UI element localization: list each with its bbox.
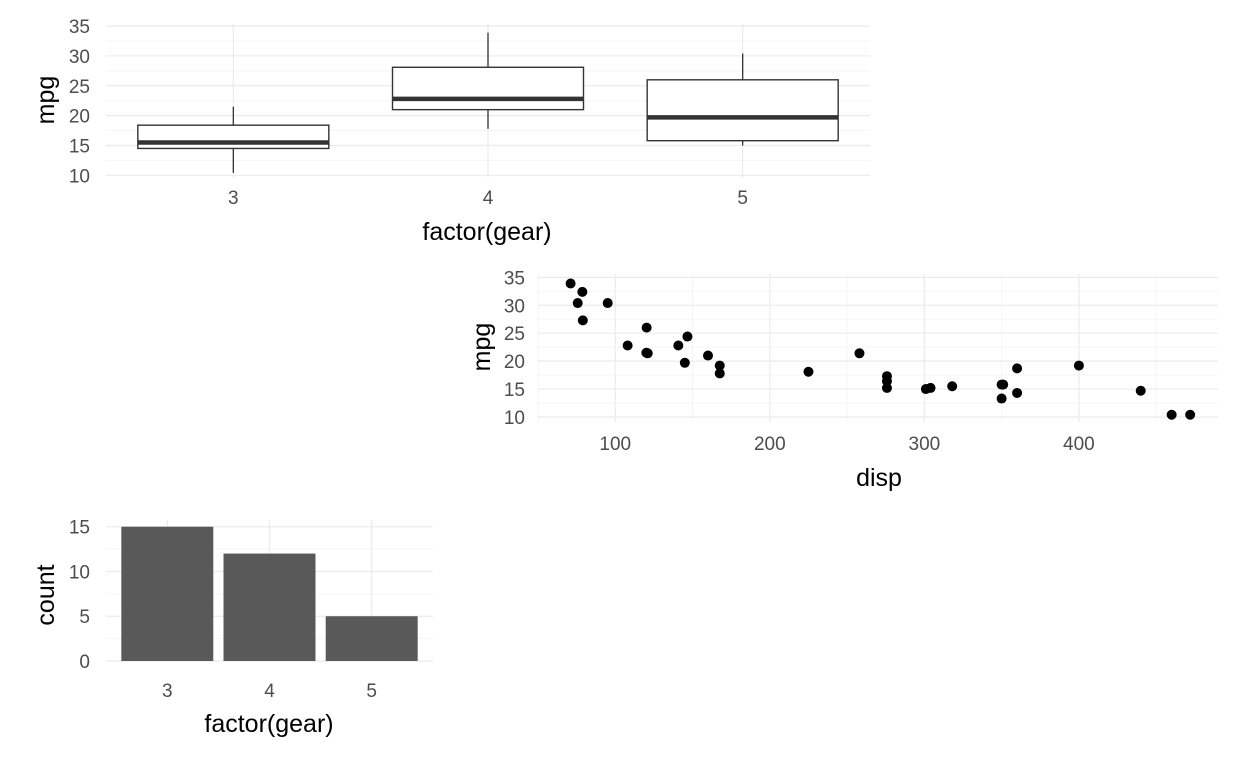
scatter-y-tick-label: 30 xyxy=(504,296,525,317)
scatter-point xyxy=(642,348,653,359)
scatter-point xyxy=(996,393,1007,404)
scatter-point xyxy=(1185,409,1196,420)
boxplot-x-axis-title: factor(gear) xyxy=(422,218,551,246)
boxplot-box xyxy=(646,79,839,142)
boxplot-y-axis-title: mpg xyxy=(32,76,60,125)
boxplot-x-tick-label: 5 xyxy=(737,188,748,209)
scatter-y-axis-title: mpg xyxy=(468,323,496,372)
scatter-point xyxy=(714,368,725,379)
boxplot-y-tick-label: 15 xyxy=(69,136,90,157)
boxplot-panel: 10 15 20 25 30 35 3 4 5 factor(gear) mpg xyxy=(32,17,870,246)
bar xyxy=(121,526,214,661)
scatter-y-tick-label: 20 xyxy=(504,352,525,373)
boxplot-x-tick-label: 4 xyxy=(483,188,494,209)
scatter-panel: 10 15 20 25 30 35 100 200 300 400 disp mpg xyxy=(468,268,1218,492)
bar-y-axis-title: count xyxy=(32,564,60,625)
scatter-point xyxy=(577,286,588,297)
bar-x-tick-label: 5 xyxy=(366,681,377,702)
scatter-x-tick-label: 100 xyxy=(599,434,631,455)
scatter-point xyxy=(602,298,613,309)
scatter-point xyxy=(577,315,588,326)
bar-x-tick-label: 4 xyxy=(264,681,275,702)
scatter-point xyxy=(1166,409,1177,420)
scatter-point xyxy=(703,350,713,361)
scatter-y-tick-label: 35 xyxy=(504,268,525,289)
boxplot-y-tick-label: 35 xyxy=(69,17,90,38)
scatter-x-tick-label: 200 xyxy=(754,434,786,455)
scatter-y-tick-label: 25 xyxy=(504,324,525,345)
boxplot-tick-labels: 10 15 20 25 30 35 3 4 5 xyxy=(69,17,748,209)
scatter-x-axis-title: disp xyxy=(856,464,902,492)
scatter-point xyxy=(1073,360,1084,371)
bar-y-tick-label: 10 xyxy=(69,562,90,583)
boxplot-box xyxy=(391,66,585,111)
boxplot-y-tick-label: 20 xyxy=(69,107,90,128)
bar xyxy=(325,616,418,661)
scatter-point xyxy=(641,322,652,333)
scatter-point xyxy=(673,340,684,351)
scatter-point xyxy=(1135,385,1146,396)
scatter-tick-labels: 10 15 20 25 30 35 100 200 300 400 xyxy=(504,268,1095,455)
scatter-marks xyxy=(565,278,1196,420)
scatter-point xyxy=(565,278,576,289)
scatter-point xyxy=(947,381,958,392)
boxplot-x-tick-label: 3 xyxy=(228,188,239,209)
scatter-point xyxy=(998,379,1009,390)
boxplot-y-tick-label: 30 xyxy=(69,47,90,68)
boxplot-box xyxy=(137,124,330,150)
scatter-point xyxy=(854,348,865,359)
bar-tick-labels: 0 5 10 15 3 4 5 xyxy=(69,518,377,702)
scatter-y-tick-label: 10 xyxy=(504,408,525,429)
bar-y-tick-label: 15 xyxy=(69,518,90,539)
scatter-point xyxy=(881,382,892,393)
boxplot-marks xyxy=(137,32,839,173)
scatter-point xyxy=(925,382,936,393)
scatter-point xyxy=(682,331,693,342)
scatter-point xyxy=(1012,363,1023,374)
boxplot-y-tick-label: 25 xyxy=(69,77,90,98)
scatter-point xyxy=(622,340,633,351)
bar-y-tick-label: 5 xyxy=(79,607,90,628)
bar-x-tick-label: 3 xyxy=(162,681,173,702)
scatter-grid xyxy=(537,274,1218,422)
bar-x-axis-title: factor(gear) xyxy=(204,710,333,738)
scatter-point xyxy=(714,360,725,371)
bar-marks xyxy=(121,526,418,661)
scatter-point xyxy=(1012,387,1023,398)
bar xyxy=(223,553,316,661)
boxplot-y-tick-label: 10 xyxy=(69,166,90,187)
scatter-x-tick-label: 400 xyxy=(1063,434,1095,455)
scatter-x-tick-label: 300 xyxy=(909,434,941,455)
bar-y-tick-label: 0 xyxy=(79,652,90,673)
scatter-point xyxy=(679,357,690,368)
scatter-y-tick-label: 15 xyxy=(504,380,525,401)
scatter-point xyxy=(803,366,814,377)
bar-panel: 0 5 10 15 3 4 5 factor(gear) count xyxy=(32,518,433,738)
scatter-point xyxy=(572,298,583,309)
